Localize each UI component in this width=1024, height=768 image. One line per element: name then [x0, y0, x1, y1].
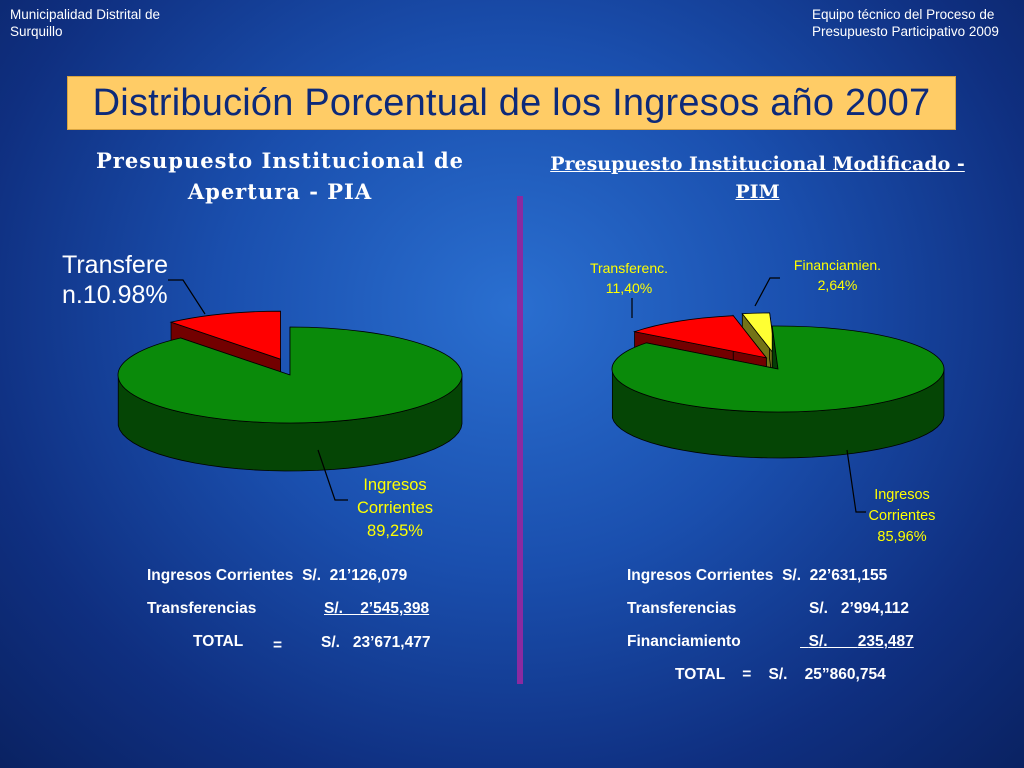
summary-right-row4-currency: S/. — [768, 666, 788, 683]
summary-left-row2-label: Transferencias — [147, 600, 257, 617]
summary-left-row2-currency: S/. — [324, 600, 343, 617]
header-right: Equipo técnico del Proceso de Presupuest… — [812, 6, 999, 40]
pia-ingresos-label-line3: 89,25% — [367, 522, 423, 540]
summary-left-row3-amount: 23’671,477 — [352, 634, 431, 651]
summary-right-row4-label: TOTAL — [675, 666, 725, 683]
pia-transfer-label-line2: n.10.98% — [62, 281, 168, 309]
header-left: Municipalidad Distrital de Surquillo — [10, 6, 160, 40]
summary-right-row3-value: S/. 235,487 — [800, 633, 914, 651]
summary-right-row3-label: Financiamiento — [627, 633, 741, 650]
pim-ingresos-label-line3: 85,96% — [877, 529, 927, 545]
header-left-line2: Surquillo — [10, 24, 63, 39]
pia-slice-ingresos_corrientes — [117, 326, 463, 472]
summary-right-row1-label: Ingresos Corrientes — [627, 567, 774, 584]
pim-transfer-label: Transferenc. 11,40% — [570, 258, 688, 298]
summary-right-row2-label: Transferencias — [627, 600, 737, 617]
pim-slice-ingresos_corrientes — [611, 325, 945, 459]
summary-right-row4-eq: = — [742, 666, 752, 683]
title-box: Distribución Porcentual de los Ingresos … — [67, 76, 956, 130]
summary-left-row3-label: TOTAL — [193, 633, 244, 650]
summary-left-row3-value: S/. 23’671,477 — [321, 634, 430, 652]
pim-chart-title: Presupuesto Institucional Modificado - P… — [520, 150, 995, 206]
header-right-line1: Equipo técnico del Proceso de — [812, 7, 995, 22]
pia-transfer-leader — [168, 279, 206, 315]
summary-left-row1: Ingresos Corrientes S/. 21’126,079 — [147, 567, 407, 585]
pim-ingresos-label: Ingresos Corrientes 85,96% — [852, 485, 952, 548]
vertical-divider — [517, 196, 523, 684]
summary-left-row3-currency: S/. — [321, 634, 340, 651]
summary-right-row1-amount: 22’631,155 — [809, 567, 888, 584]
header-left-line1: Municipalidad Distrital de — [10, 7, 161, 22]
summary-left-row2-amount: 2’545,398 — [360, 600, 430, 617]
summary-right-row1: Ingresos Corrientes S/. 22’631,155 — [627, 567, 887, 585]
pim-financiamiento-label-line2: 2,64% — [817, 277, 858, 293]
pia-ingresos-label-line2: Corrientes — [356, 499, 434, 517]
summary-right-row4-amount: 25”860,754 — [804, 666, 886, 683]
page-title: Distribución Porcentual de los Ingresos … — [92, 81, 931, 124]
pim-transfer-label-line2: 11,40% — [605, 280, 653, 296]
summary-left-row2: Transferencias — [147, 600, 256, 618]
pim-financiamiento-leader — [754, 277, 780, 307]
summary-right-row1-currency: S/. — [782, 567, 802, 584]
pim-title-line1: Presupuesto Institucional Modificado - — [550, 153, 965, 175]
pia-title-line1: Presupuesto Institucional de — [96, 148, 464, 173]
pia-transfer-label-line1: Transfere — [62, 251, 169, 279]
pia-title-line2: Apertura - PIA — [187, 179, 373, 204]
pim-transfer-label-line1: Transferenc. — [589, 260, 669, 276]
pim-ingresos-label-line1: Ingresos — [874, 487, 930, 503]
summary-left-row1-amount: 21’126,079 — [329, 567, 408, 584]
summary-left-row2-value: S/. 2’545,398 — [324, 600, 429, 618]
pia-ingresos-label: Ingresos Corrientes 89,25% — [335, 474, 455, 543]
summary-left-row1-label: Ingresos Corrientes — [147, 567, 294, 584]
summary-left-row3-eq: = — [273, 637, 283, 654]
pim-title-line2: PIM — [735, 181, 780, 203]
pim-financiamiento-label-line1: Financiamien. — [793, 257, 882, 273]
pim-ingresos-label-line2: Corrientes — [868, 508, 936, 524]
pia-ingresos-leader — [317, 449, 348, 501]
summary-right-row3-amount: 235,487 — [857, 633, 914, 650]
summary-right-row3-currency: S/. — [808, 633, 828, 650]
summary-right-row2-currency: S/. — [809, 600, 828, 617]
pia-chart-title: Presupuesto Institucional de Apertura - … — [70, 145, 490, 207]
pim-ingresos-leader — [846, 449, 866, 513]
summary-right-row4: TOTAL = S/. 25”860,754 — [675, 666, 886, 684]
summary-left-row1-currency: S/. — [302, 567, 322, 584]
header-right-line2: Presupuesto Participativo 2009 — [812, 24, 999, 39]
summary-right-row2-value: S/. 2’994,112 — [809, 600, 909, 618]
pia-ingresos-label-line1: Ingresos — [363, 476, 427, 494]
summary-right-row2-amount: 2’994,112 — [840, 600, 909, 617]
pia-transfer-label: Transfere n.10.98% — [62, 250, 168, 310]
pim-financiamiento-label: Financiamien. 2,64% — [775, 255, 900, 295]
